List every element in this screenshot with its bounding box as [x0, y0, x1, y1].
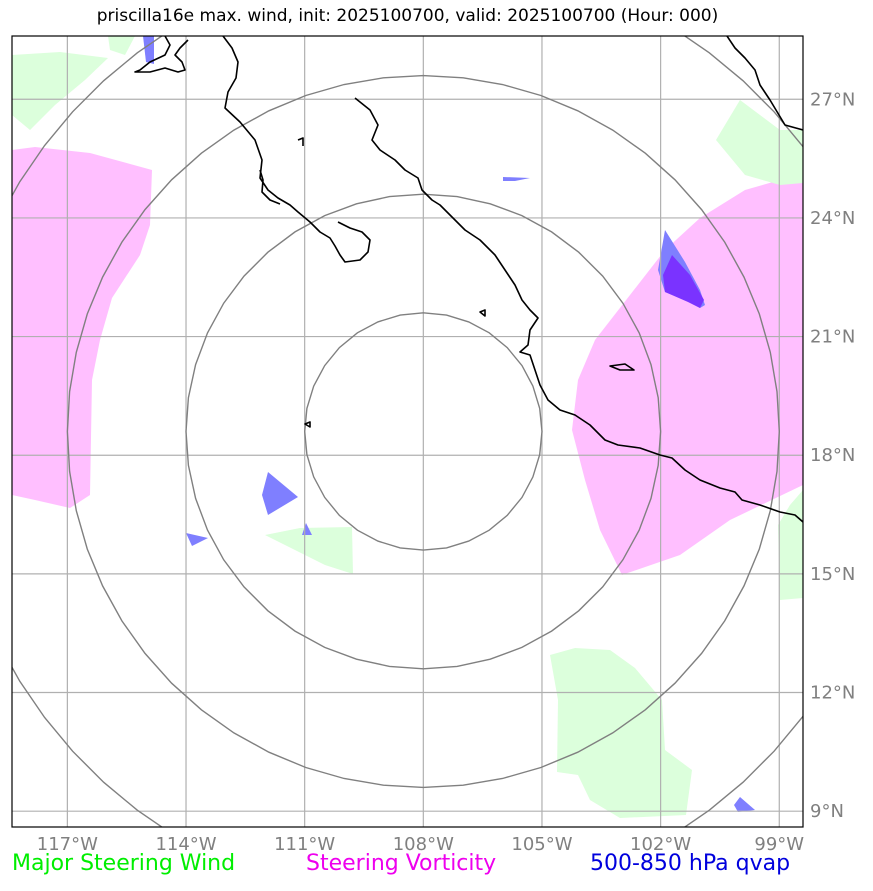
island-tiburon — [297, 137, 304, 146]
longitude-tick-label: 111°W — [274, 834, 335, 855]
qvap-layer — [143, 36, 755, 812]
island-lake — [609, 363, 635, 371]
qvap-region-northwest — [143, 36, 154, 64]
wind-region-northeast — [716, 100, 803, 185]
latitude-tick-label: 27°N — [810, 89, 855, 110]
range-ring — [303, 312, 543, 551]
legend-steering-vorticity-label: Steering Vorticity — [306, 851, 497, 876]
longitude-tick-label: 99°W — [754, 834, 804, 855]
wind-region-east — [778, 490, 803, 600]
qvap-region-west-small — [186, 533, 208, 546]
latitude-tick-label: 21°N — [810, 327, 855, 348]
steering-vorticity-layer — [12, 147, 803, 575]
longitude-tick-label: 102°W — [630, 834, 691, 855]
coastline-gulf-east — [354, 97, 803, 523]
latitude-tick-label: 18°N — [810, 445, 855, 466]
coastline-mainland-north — [259, 169, 281, 205]
longitude-tick-label: 108°W — [393, 834, 454, 855]
wind-region-northwest-small — [108, 36, 135, 55]
island-socorro — [304, 421, 311, 428]
longitude-tick-label: 117°W — [37, 834, 98, 855]
longitude-tick-label: 114°W — [155, 834, 216, 855]
range-ring — [185, 193, 662, 670]
qvap-region-east-core — [663, 255, 704, 308]
coastline-baja-east — [134, 36, 189, 73]
coastline-northeast — [726, 36, 803, 131]
steering-wind-layer — [12, 36, 803, 818]
longitude-tick-label: 105°W — [511, 834, 572, 855]
coastline-layer — [134, 36, 803, 523]
latitude-tick-label: 24°N — [810, 208, 855, 229]
map-title: priscilla16e max. wind, init: 2025100700… — [96, 6, 719, 26]
legend-steering-wind-label: Major Steering Wind — [12, 851, 236, 876]
latitude-tick-label: 9°N — [810, 801, 844, 822]
latitude-tick-label: 15°N — [810, 564, 855, 585]
range-ring — [66, 74, 781, 789]
legend-qvap: 500-850 hPa qvap — [590, 851, 790, 876]
qvap-region-south-east — [734, 797, 755, 812]
legend-qvap-label: 500-850 hPa qvap — [590, 851, 791, 876]
wind-region-northwest — [12, 52, 108, 130]
island-tres-marias — [479, 309, 486, 317]
legend-steering-vorticity: Steering Vorticity — [306, 851, 496, 876]
wind-region-center — [265, 527, 353, 574]
map-frame — [11, 35, 804, 828]
latitude-tick-labels: 9°N 12°N 15°N 18°N 21°N 24°N 27°N — [810, 89, 855, 822]
wind-region-south — [550, 648, 692, 818]
coastline-baja-west — [222, 36, 371, 263]
vorticity-region-west — [12, 147, 152, 508]
legend-steering-wind: Major Steering Wind — [12, 851, 235, 876]
latitude-tick-label: 12°N — [810, 683, 855, 704]
qvap-region-north-streak — [503, 177, 530, 181]
qvap-region-southwest — [262, 472, 298, 515]
longitude-tick-labels: 117°W 114°W 111°W 108°W 105°W 102°W 99°W — [37, 834, 805, 855]
